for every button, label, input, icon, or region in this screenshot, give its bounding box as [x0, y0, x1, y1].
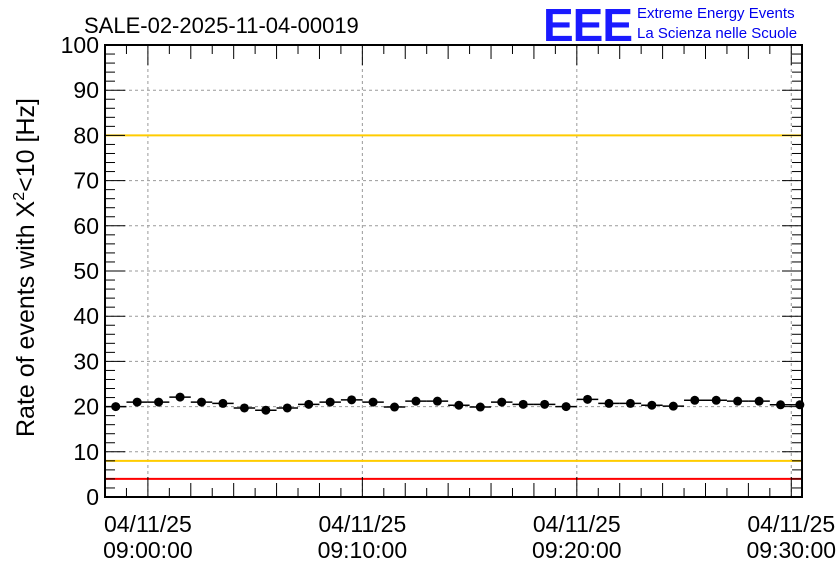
data-point [325, 397, 335, 407]
y-tick-labels: 0 10 20 30 40 50 60 70 80 90 100 [61, 32, 99, 510]
y-tick-label: 90 [73, 77, 99, 103]
x-tick-label-time: 09:30:00 [747, 537, 836, 563]
x-tick-label-time: 09:20:00 [532, 537, 622, 563]
y-tick-label: 100 [61, 32, 99, 58]
data-point [518, 399, 528, 409]
data-point [733, 396, 743, 406]
data-point [432, 396, 442, 406]
x-tick-label-date: 04/11/25 [318, 511, 406, 537]
data-point [261, 405, 271, 415]
data-point [625, 398, 635, 408]
x-tick-label-time: 09:10:00 [318, 537, 408, 563]
data-point [540, 399, 550, 409]
y-tick-label: 70 [73, 168, 99, 194]
y-tick-label: 40 [73, 303, 99, 329]
data-point [132, 397, 142, 407]
data-point [690, 395, 700, 405]
x-tick-label-date: 04/11/25 [104, 511, 192, 537]
y-axis-label-sup: 2 [11, 192, 28, 201]
data-point [475, 402, 485, 412]
y-tick-label: 30 [73, 348, 99, 374]
data-point [304, 399, 314, 409]
data-point [497, 397, 507, 407]
data-point [561, 402, 571, 412]
x-tick-labels: 04/11/2509:00:0004/11/2509:10:0004/11/25… [103, 511, 836, 563]
data-point [454, 400, 464, 410]
x-tick-label-date: 04/11/25 [747, 511, 835, 537]
data-point [604, 398, 614, 408]
data-point [175, 392, 185, 402]
data-point [282, 403, 292, 413]
y-tick-label: 50 [73, 258, 99, 284]
y-axis-label: Rate of events with X2<10 [Hz] [11, 98, 40, 437]
logo-line-1: Extreme Energy Events [637, 5, 795, 22]
data-point [154, 397, 164, 407]
y-tick-label: 0 [86, 484, 99, 510]
data-point [583, 394, 593, 404]
axis-ticks [104, 44, 802, 498]
x-tick-label-date: 04/11/25 [533, 511, 621, 537]
data-point [668, 401, 678, 411]
data-point [239, 403, 249, 413]
data-point [390, 402, 400, 412]
reference-lines [105, 44, 802, 480]
y-tick-label: 60 [73, 213, 99, 239]
data-point [368, 397, 378, 407]
logo-line-2: La Scienza nelle Scuole [637, 25, 798, 42]
y-tick-label: 80 [73, 122, 99, 148]
data-point [218, 398, 228, 408]
data-point [111, 402, 121, 412]
y-axis-label-prefix: Rate of events with X [12, 200, 40, 437]
grid-lines [105, 45, 802, 497]
data-points [105, 392, 805, 415]
data-point [647, 400, 657, 410]
plot-frame [104, 44, 803, 498]
y-tick-label: 10 [73, 439, 99, 465]
data-point [754, 396, 764, 406]
data-point [347, 395, 357, 405]
data-point [711, 395, 721, 405]
y-axis-label-suffix: <10 [Hz] [12, 98, 40, 192]
y-tick-label: 20 [73, 394, 99, 420]
chart-title: SALE-02-2025-11-04-00019 [84, 13, 359, 38]
data-point [795, 400, 805, 410]
data-point [411, 396, 421, 406]
eee-logo-mark: EEE [543, 0, 633, 51]
data-point [197, 397, 207, 407]
x-tick-label-time: 09:00:00 [103, 537, 193, 563]
data-point [776, 400, 786, 410]
